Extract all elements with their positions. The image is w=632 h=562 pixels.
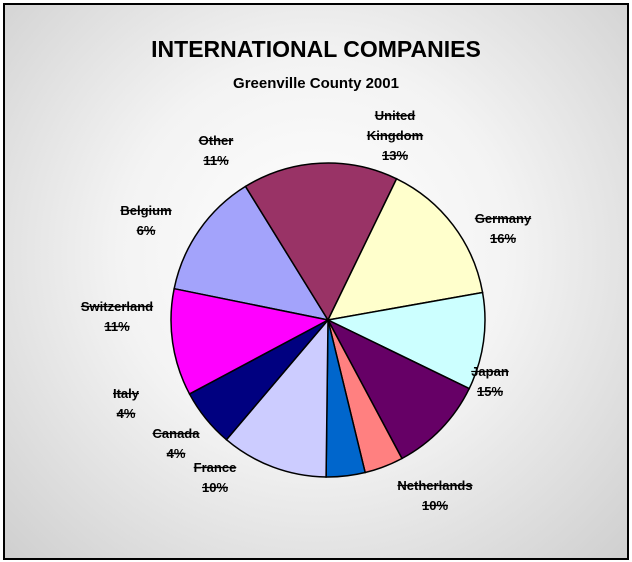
- chart-title: INTERNATIONAL COMPANIES: [151, 36, 481, 62]
- pie-slice-germany: [244, 162, 398, 322]
- pie-slice-united-kingdom: [173, 185, 330, 322]
- pie-slice-japan: [326, 177, 484, 321]
- chart-subtitle: Greenville County 2001: [233, 75, 399, 92]
- pie-slice-netherlands: [325, 291, 486, 390]
- pie-slice-switzerland: [225, 317, 329, 478]
- pie-slice-other: [170, 287, 331, 395]
- pie-slice-france: [326, 318, 471, 460]
